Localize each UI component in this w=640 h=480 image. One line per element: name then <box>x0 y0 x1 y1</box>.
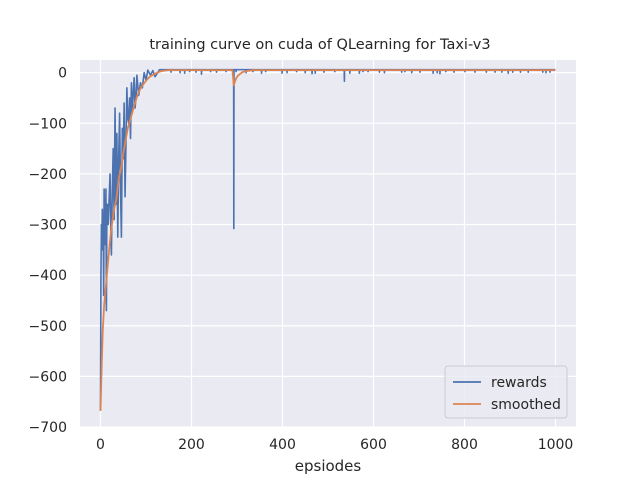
axes: 0 200 400 600 800 1000 0 −100 −200 −300 −400 −500 −6… <box>29 66 574 453</box>
chart-title: training curve on cuda of QLearning for … <box>149 37 490 53</box>
legend-label-smoothed: smoothed <box>491 397 561 413</box>
y-tick-label: −200 <box>29 167 67 183</box>
legend-label-rewards: rewards <box>491 375 547 391</box>
series-smoothed-line <box>99 69 556 411</box>
x-tick-label: 800 <box>451 437 478 453</box>
y-tick-label: 0 <box>58 66 67 82</box>
y-tick-label: −300 <box>29 218 67 234</box>
legend: rewards smoothed <box>444 365 568 419</box>
x-tick-label: 0 <box>96 437 105 453</box>
y-tick-label: −700 <box>29 420 67 436</box>
x-tick-label: 600 <box>360 437 387 453</box>
x-axis-label: epsiodes <box>295 457 362 475</box>
y-tick-label: −400 <box>29 268 67 284</box>
y-tick-label: −500 <box>29 319 67 335</box>
y-tick-label: −600 <box>29 369 67 385</box>
x-tick-label: 200 <box>178 437 205 453</box>
legend-box <box>444 365 568 419</box>
x-tick-label: 400 <box>269 437 296 453</box>
x-tick-label: 1000 <box>538 437 574 453</box>
y-tick-label: −100 <box>29 116 67 132</box>
grid <box>80 60 576 428</box>
series <box>99 68 556 411</box>
